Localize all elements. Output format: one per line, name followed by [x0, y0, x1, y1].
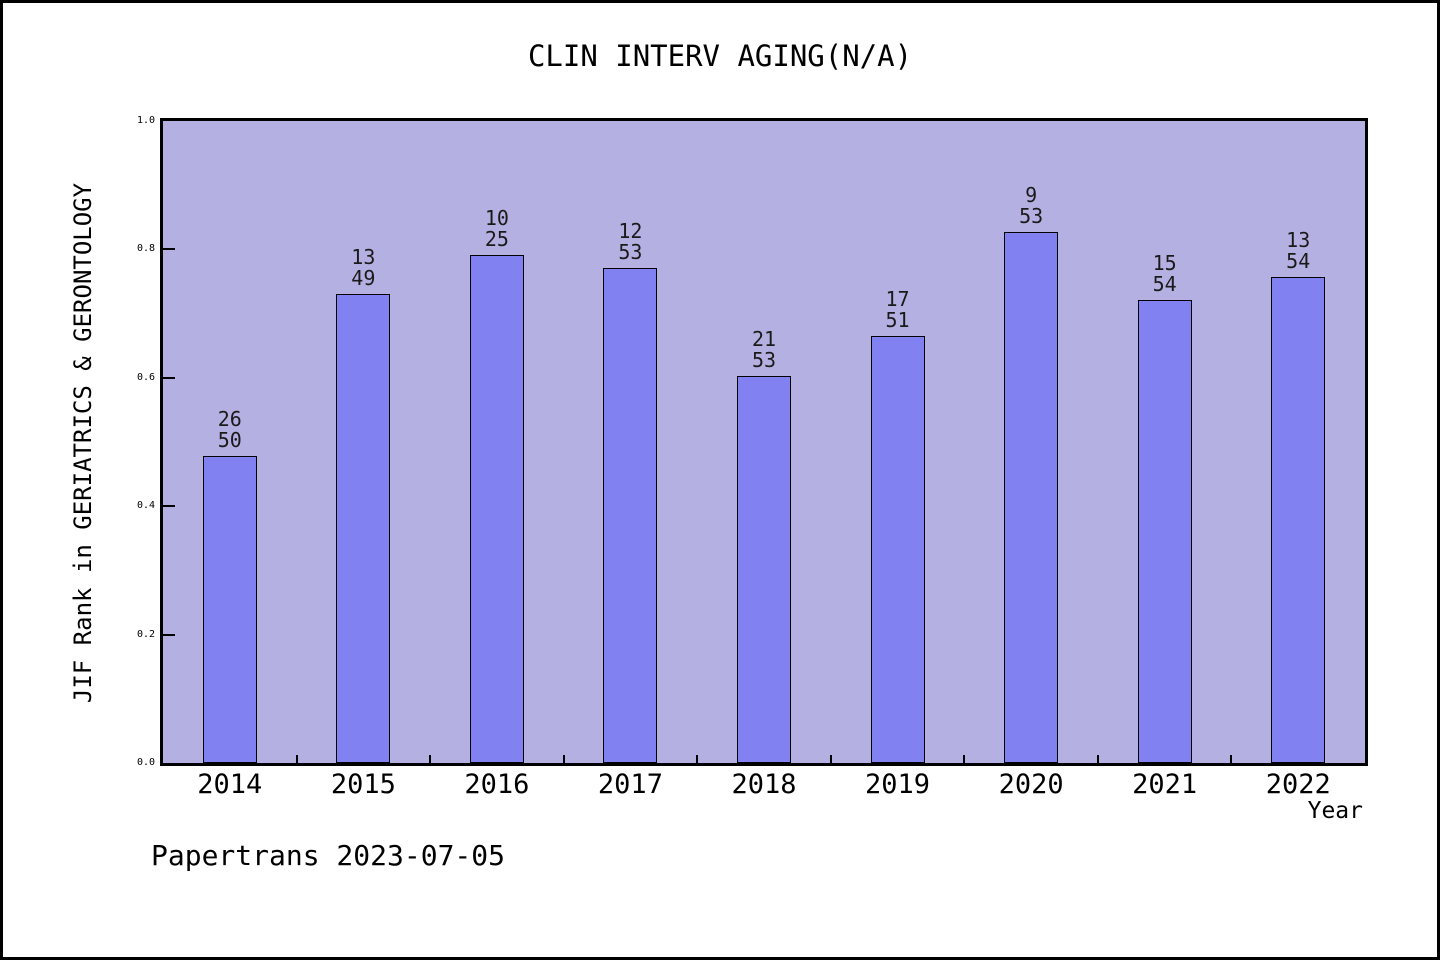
bar-value-label: 15 54 [1120, 253, 1210, 295]
bar-value-label: 13 49 [318, 247, 408, 289]
bar-total-value: 54 [1286, 249, 1311, 273]
bar-rank-value: 17 [885, 287, 910, 311]
y-tick-label: 0.0 [136, 757, 155, 768]
bar-total-value: 53 [751, 348, 777, 372]
bar-value-label: 21 53 [719, 329, 809, 371]
bar-value-label: 26 50 [185, 409, 275, 451]
y-tick-mark [163, 633, 175, 636]
x-minor-tick [429, 755, 432, 763]
y-tick-mark [163, 248, 175, 251]
y-tick-label: 1.0 [136, 115, 155, 126]
y-tick-label: 0.2 [136, 628, 155, 640]
x-tick-label: 2020 [998, 769, 1064, 800]
y-tick-mark [163, 505, 175, 508]
bar-rank-value: 10 [484, 206, 509, 230]
bar [469, 255, 524, 763]
bar [870, 336, 925, 763]
x-axis-title: Year [1307, 798, 1363, 824]
bar-rank-value: 15 [1152, 251, 1177, 275]
bar-rank-value: 21 [751, 327, 777, 351]
bar-total-value: 51 [885, 308, 910, 332]
bar-rank-value: 26 [217, 407, 242, 431]
bar-value-label: 9 53 [986, 185, 1076, 227]
x-tick-label: 2019 [865, 769, 931, 800]
chart-title: CLIN INTERV AGING(N/A) [527, 39, 913, 73]
bar-value-label: 17 51 [853, 289, 943, 331]
bar [202, 456, 257, 763]
x-tick-label: 2017 [597, 769, 663, 800]
bar-total-value: 25 [484, 227, 509, 251]
y-tick-label: 0.4 [136, 500, 155, 512]
bar-total-value: 54 [1152, 272, 1177, 296]
watermark-text: Papertrans 2023-07-05 [151, 839, 506, 872]
x-minor-tick [562, 755, 565, 763]
bar-total-value: 53 [1019, 204, 1044, 228]
y-tick-mark [163, 376, 175, 379]
bar-rank-value: 9 [1025, 183, 1038, 207]
plot-area: 26 50 2014 13 49 2015 10 25 2016 12 53 2017 21 53 2018… [137, 115, 1368, 800]
x-tick-label: 2016 [464, 769, 530, 800]
y-axis-title: JIF Rank in GERIATRICS & GERONTOLOGY [69, 182, 97, 704]
y-tick-label: 0.6 [136, 371, 155, 383]
x-tick-label: 2021 [1132, 769, 1198, 800]
bar [737, 376, 791, 763]
x-minor-tick [295, 755, 298, 763]
bar-value-label: 10 25 [452, 208, 542, 250]
bar [603, 268, 658, 763]
bar-rank-value: 13 [351, 245, 376, 269]
x-tick-label: 2015 [330, 769, 396, 800]
bar-rank-value: 12 [618, 219, 643, 243]
x-minor-tick [829, 755, 832, 763]
x-tick-label: 2014 [197, 769, 263, 800]
bar-value-label: 12 53 [585, 221, 675, 263]
y-tick-label: 0.8 [136, 243, 155, 255]
x-minor-tick [1096, 755, 1099, 763]
bar-rank-value: 13 [1286, 228, 1311, 252]
bar-total-value: 49 [351, 266, 376, 290]
x-minor-tick [1230, 755, 1233, 763]
x-tick-label: 2018 [731, 769, 797, 800]
bar [1137, 300, 1192, 763]
bar-total-value: 53 [618, 240, 643, 264]
x-minor-tick [696, 755, 699, 763]
x-minor-tick [963, 755, 966, 763]
x-tick-label: 2022 [1265, 769, 1331, 800]
bar-total-value: 50 [217, 428, 242, 452]
bar [336, 294, 391, 763]
bar [1004, 232, 1059, 763]
bar-value-label: 13 54 [1253, 230, 1343, 272]
bar [1271, 277, 1326, 763]
